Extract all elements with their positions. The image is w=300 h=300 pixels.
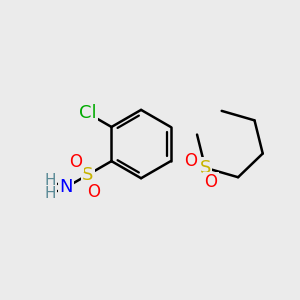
Text: N: N <box>59 178 73 196</box>
Text: H: H <box>45 187 56 202</box>
Text: O: O <box>205 173 218 191</box>
Text: Cl: Cl <box>79 104 97 122</box>
Text: S: S <box>200 159 211 177</box>
Text: H: H <box>45 173 56 188</box>
Text: O: O <box>184 152 197 170</box>
Text: O: O <box>87 182 100 200</box>
Text: S: S <box>82 166 94 184</box>
Text: O: O <box>70 153 83 171</box>
